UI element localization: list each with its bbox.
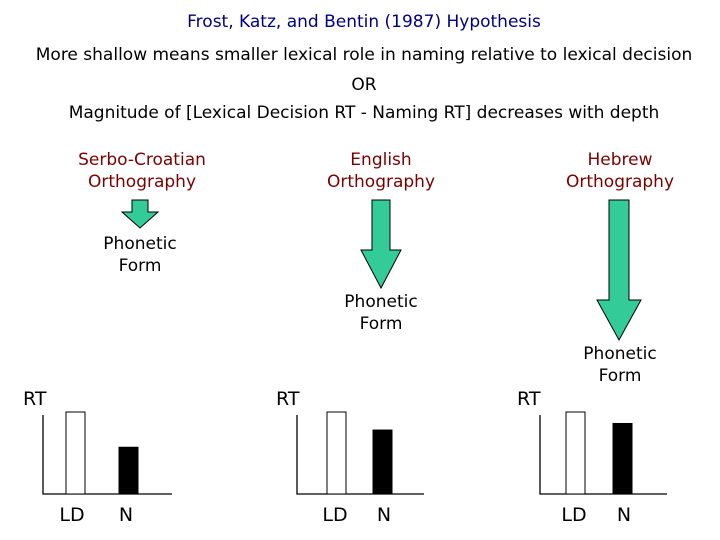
orthography-line: Serbo-Croatian [78, 150, 206, 170]
phonetic-line: Form [118, 256, 162, 276]
bar-n-hebrew [612, 422, 633, 495]
phonetic-form-label-english: Phonetic Form [344, 291, 417, 335]
rt-axis-label-serbo-croatian: RT [23, 388, 47, 410]
bar-ld-hebrew [565, 411, 586, 495]
phonetic-form-label-hebrew: Phonetic Form [583, 343, 656, 387]
orthography-label-serbo-croatian: Serbo-Croatian Orthography [78, 149, 206, 193]
orthography-label-english: English Orthography [327, 149, 435, 193]
diagram-title: Frost, Katz, and Bentin (1987) Hypothesi… [187, 12, 541, 32]
hypothesis-line-2: Magnitude of [Lexical Decision RT - Nami… [68, 103, 660, 123]
bar-label-n-serbo-croatian: N [119, 504, 133, 526]
bar-label-ld-hebrew: LD [561, 504, 586, 526]
rt-axis-label-english: RT [276, 388, 300, 410]
bar-ld-serbo-croatian [65, 411, 86, 495]
phonetic-line: Phonetic [103, 234, 177, 254]
down-arrow-hebrew [596, 199, 642, 342]
or-label: OR [351, 75, 377, 95]
axis-lines-serbo-croatian [42, 415, 172, 495]
bar-label-n-english: N [377, 504, 391, 526]
orthography-label-hebrew: Hebrew Orthography [566, 149, 674, 193]
down-arrow-english [360, 199, 402, 290]
bar-label-n-hebrew: N [617, 504, 631, 526]
bar-ld-english [326, 411, 347, 495]
down-arrow-serbo-croatian [120, 199, 160, 229]
phonetic-line: Phonetic [583, 344, 657, 364]
rt-axis-label-hebrew: RT [517, 388, 541, 410]
bar-label-ld-serbo-croatian: LD [59, 504, 84, 526]
phonetic-line: Form [359, 314, 403, 334]
phonetic-line: Form [598, 366, 642, 386]
orthography-line: Orthography [326, 172, 436, 192]
orthography-line: Hebrew [587, 150, 653, 170]
axis-lines-english [296, 415, 424, 495]
bar-n-serbo-croatian [118, 446, 139, 495]
phonetic-line: Phonetic [344, 292, 418, 312]
bar-label-ld-english: LD [322, 504, 347, 526]
hypothesis-line-1: More shallow means smaller lexical role … [35, 45, 693, 65]
orthography-line: English [350, 150, 412, 170]
axis-lines-hebrew [539, 415, 667, 495]
orthography-line: Orthography [87, 172, 197, 192]
phonetic-form-label-serbo-croatian: Phonetic Form [103, 233, 176, 277]
orthography-line: Orthography [565, 172, 675, 192]
bar-n-english [372, 429, 393, 495]
